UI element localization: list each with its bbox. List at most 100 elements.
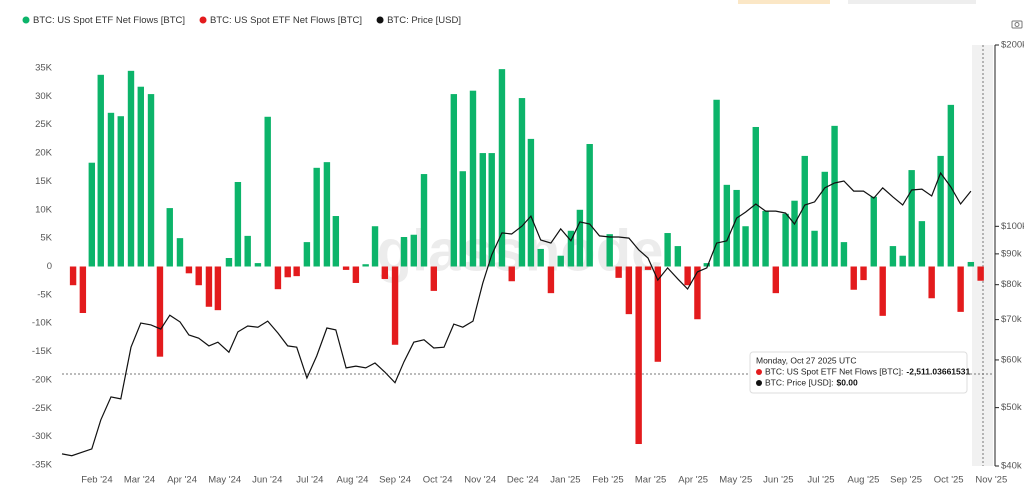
bar (303, 242, 311, 267)
y2-tick-label: $90k (1001, 248, 1022, 259)
bar (586, 143, 593, 267)
bar (69, 266, 77, 286)
bar (147, 94, 155, 267)
bar (860, 266, 867, 281)
bar (430, 266, 438, 291)
bar (508, 266, 515, 282)
bar (694, 266, 701, 320)
tooltip-value: $0.00 (836, 377, 858, 387)
y2-tick-label: $60k (1001, 354, 1022, 365)
bar (205, 266, 213, 307)
bar (977, 266, 984, 281)
hover-band (972, 45, 993, 466)
bar (635, 266, 642, 445)
bar (88, 162, 96, 267)
tooltip-label: BTC: Price [USD]: (765, 377, 833, 387)
y-tick-label: -10K (32, 318, 53, 329)
bar (214, 266, 222, 311)
bar (107, 112, 115, 267)
y-tick-label: -30K (32, 431, 53, 442)
bar (752, 126, 759, 267)
bar (684, 266, 691, 286)
bar (254, 263, 262, 267)
bar (332, 216, 340, 267)
x-tick-label: Apr '24 (167, 475, 197, 486)
bar (654, 266, 662, 362)
x-tick-label: Oct '24 (423, 475, 453, 486)
bar (362, 264, 369, 267)
bar (400, 237, 408, 267)
camera-lens[interactable] (1014, 22, 1020, 27)
top-tab (738, 0, 830, 4)
legend-label: BTC: Price [USD] (387, 15, 461, 26)
x-tick-label: Dec '24 (507, 475, 539, 486)
bar (772, 266, 779, 294)
bar (811, 230, 818, 267)
y2-tick-label: $70k (1001, 314, 1022, 325)
y-tick-label: -35K (32, 460, 53, 471)
bar (967, 261, 975, 267)
bar (821, 171, 828, 267)
bar (274, 266, 282, 290)
bar (527, 138, 535, 267)
bar (479, 153, 486, 267)
y2-tick-label: $100k (1001, 221, 1024, 232)
x-tick-label: Mar '25 (635, 475, 666, 486)
bar (225, 257, 233, 267)
bar (664, 233, 671, 267)
x-tick-label: Jan '25 (550, 475, 580, 486)
bar (928, 266, 935, 299)
bar (762, 210, 769, 267)
tooltip-box (749, 351, 968, 394)
bar (488, 153, 495, 267)
bar (156, 266, 164, 357)
x-tick-label: Aug '25 (848, 475, 880, 486)
bar (284, 266, 291, 278)
bar (625, 266, 633, 315)
bar (918, 221, 926, 267)
bar (870, 196, 877, 267)
bar (713, 99, 720, 267)
bar (244, 235, 251, 267)
tooltip-value: -2,511.03661531 (906, 366, 970, 376)
bar (831, 125, 838, 267)
bar (879, 266, 886, 316)
y-tick-label: 15K (35, 176, 53, 187)
x-tick-label: May '25 (719, 475, 752, 486)
bar (469, 90, 477, 267)
x-tick-label: Apr '25 (678, 475, 708, 486)
y-tick-label: 30K (35, 91, 53, 102)
x-tick-label: Nov '24 (464, 475, 496, 486)
bar (733, 189, 740, 267)
bar (957, 266, 964, 312)
bar (644, 266, 652, 270)
x-tick-label: Feb '24 (81, 475, 112, 486)
bar (567, 230, 575, 267)
y-tick-label: -20K (32, 374, 53, 385)
bar (234, 181, 242, 267)
bar (381, 266, 389, 279)
x-tick-label: Jul '24 (296, 475, 323, 486)
bar (899, 255, 906, 267)
bar (703, 263, 711, 267)
legend-swatch (376, 16, 384, 24)
top-tab (848, 0, 976, 4)
y2-tick-label: $40k (1001, 461, 1022, 472)
tooltip-swatch (756, 380, 762, 386)
bar (518, 98, 526, 267)
bar (410, 234, 417, 267)
x-tick-label: Jun '24 (252, 475, 282, 486)
bar (391, 266, 399, 345)
bar (723, 184, 731, 267)
x-tick-label: Oct '25 (934, 475, 964, 486)
camera-icon[interactable] (1011, 20, 1023, 29)
x-tick-label: Sep '24 (379, 475, 411, 486)
camera-body[interactable] (1011, 20, 1023, 29)
x-tick-label: Sep '25 (890, 475, 922, 486)
bar (117, 116, 124, 267)
bar (547, 266, 555, 294)
bar (323, 162, 331, 267)
bar (313, 167, 320, 267)
